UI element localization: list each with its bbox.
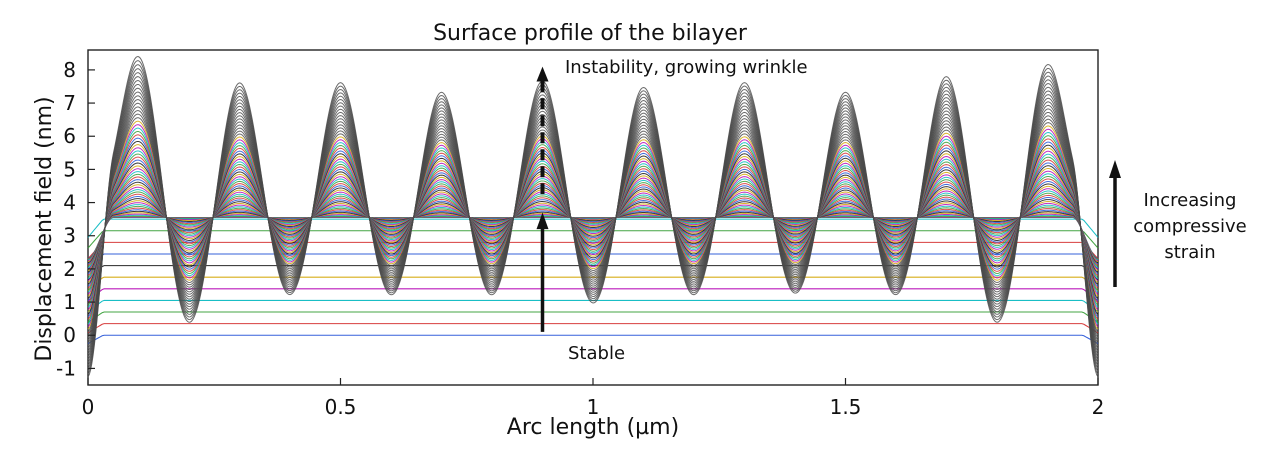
unstable-line (87, 159, 1099, 301)
stable-line (87, 276, 1099, 291)
unstable-line (87, 212, 1099, 263)
unstable-line (87, 198, 1099, 273)
stable-line (87, 288, 1099, 302)
stable-line (87, 299, 1099, 313)
unstable-line (87, 184, 1099, 283)
unstable-line (87, 173, 1099, 291)
unstable-line (87, 150, 1099, 308)
y-axis-title: Displacement field (nm) (32, 96, 57, 361)
unstable-line (87, 189, 1099, 280)
y-tick-label: 8 (63, 58, 76, 82)
y-tick-label: 3 (63, 224, 76, 248)
stable-line (87, 265, 1099, 281)
unstable-line (87, 209, 1099, 265)
unstable-line (87, 165, 1099, 297)
x-tick-label: 2 (1092, 395, 1105, 419)
unstable-line (87, 168, 1099, 295)
unstable-line (87, 179, 1099, 287)
strain-label-line-2: compressive (1133, 216, 1246, 237)
y-tick-label: 7 (63, 91, 76, 115)
unstable-line (87, 213, 1099, 262)
instability-annotation: Instability, growing wrinkle (565, 57, 808, 78)
strain-arrow-head (1109, 160, 1121, 178)
unstable-line (87, 56, 1099, 377)
annotations: Instability, growing wrinkle Stable Increa… (536, 57, 1247, 364)
unstable-line (87, 156, 1099, 304)
x-tick-label: 1.5 (830, 395, 862, 419)
x-tick-label: 0.5 (325, 395, 357, 419)
x-tick-label: 0 (82, 395, 95, 419)
unstable-line (87, 195, 1099, 275)
y-ticks: -1 0 1 2 3 4 5 6 7 8 (56, 58, 95, 380)
stable-arrow-head (536, 212, 549, 230)
unstable-line (87, 176, 1099, 289)
unstable-line (87, 202, 1099, 270)
stable-line (87, 323, 1099, 334)
stable-annotation: Stable (568, 343, 625, 364)
unstable-line (87, 171, 1099, 293)
y-tick-label: 4 (63, 191, 76, 215)
x-ticks: 0 0.5 1 1.5 2 (82, 378, 1105, 419)
unstable-line (87, 204, 1099, 269)
y-tick-label: 6 (63, 124, 76, 148)
stable-line (87, 334, 1099, 345)
unstable-line (87, 191, 1099, 278)
strain-label-line-1: Increasing (1144, 190, 1237, 211)
unstable-line (87, 153, 1099, 306)
unstable-line (87, 205, 1099, 267)
stable-line (87, 241, 1099, 259)
unstable-line (87, 162, 1099, 299)
x-axis-title: Arc length (µm) (507, 415, 679, 440)
x-tick-label: 1 (587, 395, 600, 419)
unstable-line (87, 214, 1099, 261)
y-tick-label: 5 (63, 157, 76, 181)
unstable-line (87, 207, 1099, 266)
instability-arrow-head (536, 66, 549, 82)
unstable-line (87, 186, 1099, 281)
unstable-line (87, 200, 1099, 271)
unstable-line (87, 193, 1099, 276)
unstable-line (87, 134, 1099, 320)
y-tick-label: 1 (63, 290, 76, 314)
plot-lines (87, 56, 1099, 377)
y-tick-label: -1 (56, 356, 76, 380)
y-tick-label: 2 (63, 257, 76, 281)
strain-label-line-3: strain (1164, 242, 1215, 263)
chart-title: Surface profile of the bilayer (433, 21, 748, 46)
unstable-line (87, 181, 1099, 285)
unstable-line (87, 210, 1099, 264)
stable-line (87, 311, 1099, 323)
y-tick-label: 0 (63, 323, 76, 347)
